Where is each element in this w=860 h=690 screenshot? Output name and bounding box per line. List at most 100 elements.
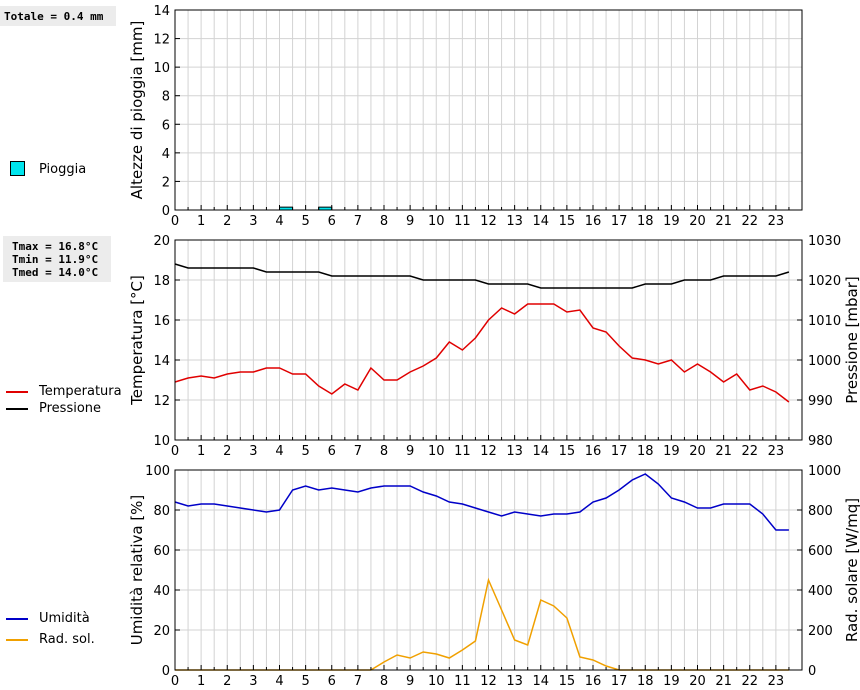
- y-tick-label: 12: [153, 33, 170, 48]
- y-right-tick-label: 600: [808, 544, 833, 559]
- y-tick-label: 2: [162, 175, 170, 190]
- x-tick-label: 10: [428, 444, 445, 459]
- x-tick-label: 6: [328, 214, 336, 229]
- x-tick-label: 7: [354, 674, 362, 689]
- x-tick-label: 8: [380, 214, 388, 229]
- x-tick-label: 5: [301, 214, 309, 229]
- x-tick-label: 19: [663, 444, 680, 459]
- y-axis-label: Altezze di pioggia [mm]: [128, 21, 146, 200]
- x-tick-label: 12: [480, 444, 497, 459]
- x-tick-label: 16: [585, 444, 602, 459]
- y-right-tick-label: 990: [808, 394, 833, 409]
- x-tick-label: 20: [689, 214, 706, 229]
- x-tick-label: 6: [328, 674, 336, 689]
- x-tick-label: 19: [663, 674, 680, 689]
- y-tick-label: 12: [153, 394, 170, 409]
- x-tick-label: 22: [741, 214, 758, 229]
- x-tick-label: 6: [328, 444, 336, 459]
- x-tick-label: 0: [171, 214, 179, 229]
- x-tick-label: 7: [354, 214, 362, 229]
- y-right-axis-label: Pressione [mbar]: [843, 276, 860, 404]
- y-tick-label: 80: [153, 504, 170, 519]
- x-tick-label: 23: [768, 214, 785, 229]
- y-axis-label: Temperatura [°C]: [128, 275, 146, 406]
- rain-chart: 0 1 2 3 4 5 6 7 8 9 10 11 12 13 14 15 16 17 18 19 20 21 22 2302…: [128, 4, 803, 229]
- x-tick-label: 8: [380, 674, 388, 689]
- y-tick-label: 60: [153, 544, 170, 559]
- x-tick-label: 22: [741, 674, 758, 689]
- x-tick-label: 18: [637, 674, 654, 689]
- x-tick-label: 5: [301, 444, 309, 459]
- y-axis-label: Umidità relativa [%]: [128, 495, 146, 646]
- x-tick-label: 2: [223, 444, 231, 459]
- x-tick-label: 0: [171, 674, 179, 689]
- x-tick-label: 3: [249, 674, 257, 689]
- x-tick-label: 1: [197, 444, 205, 459]
- x-tick-label: 10: [428, 674, 445, 689]
- x-tick-label: 2: [223, 674, 231, 689]
- pressure-line: [174, 263, 790, 289]
- y-tick-label: 6: [162, 118, 170, 133]
- tmin-text: Tmin = 11.9°C: [12, 253, 99, 266]
- x-tick-label: 11: [454, 444, 471, 459]
- x-tick-label: 20: [689, 674, 706, 689]
- temperature-pressure-chart: 0 1 2 3 4 5 6 7 8 9 10 11 12 13 14 15 16 17 18 19 20 21 22 2310…: [128, 234, 860, 459]
- x-tick-label: 17: [611, 444, 628, 459]
- radiation-legend-label: Rad. sol.: [39, 632, 95, 647]
- y-tick-label: 20: [153, 624, 170, 639]
- x-tick-label: 7: [354, 444, 362, 459]
- humidity-radiation-chart: 0 1 2 3 4 5 6 7 8 9 10 11 12 13 14 15 16 17 18 19 20 21 22 2302…: [128, 464, 860, 689]
- x-tick-label: 4: [275, 674, 283, 689]
- y-right-tick-label: 1020: [808, 274, 841, 289]
- rain-total-text: Totale = 0.4 mm: [4, 10, 104, 23]
- y-tick-label: 20: [153, 234, 170, 249]
- y-tick-label: 4: [162, 147, 170, 162]
- temperature-legend-line: [6, 391, 28, 393]
- y-right-tick-label: 0: [808, 664, 816, 679]
- x-tick-label: 11: [454, 674, 471, 689]
- x-tick-label: 1: [197, 214, 205, 229]
- x-tick-label: 14: [532, 674, 549, 689]
- x-tick-label: 1: [197, 674, 205, 689]
- temperature-legend-label: Temperatura: [39, 384, 122, 399]
- x-tick-label: 21: [715, 214, 732, 229]
- temperature-line: [174, 303, 790, 403]
- x-tick-label: 18: [637, 214, 654, 229]
- x-tick-label: 3: [249, 214, 257, 229]
- pressure-legend-label: Pressione: [39, 401, 102, 416]
- x-tick-label: 5: [301, 674, 309, 689]
- x-tick-label: 23: [768, 444, 785, 459]
- pressure-legend-line: [6, 408, 28, 410]
- y-right-tick-label: 980: [808, 434, 833, 449]
- x-tick-label: 14: [532, 214, 549, 229]
- rain-total-box: Totale = 0.4 mm: [0, 6, 116, 26]
- x-tick-label: 4: [275, 444, 283, 459]
- y-right-axis-label: Rad. solare [W/mq]: [843, 498, 860, 642]
- x-tick-label: 10: [428, 214, 445, 229]
- x-tick-label: 23: [768, 674, 785, 689]
- y-right-tick-label: 1010: [808, 314, 841, 329]
- x-tick-label: 2: [223, 214, 231, 229]
- x-tick-label: 12: [480, 674, 497, 689]
- x-tick-label: 21: [715, 674, 732, 689]
- x-tick-label: 14: [532, 444, 549, 459]
- y-right-tick-label: 800: [808, 504, 833, 519]
- y-tick-label: 8: [162, 90, 170, 105]
- x-tick-label: 9: [406, 444, 414, 459]
- x-tick-label: 9: [406, 674, 414, 689]
- x-tick-label: 15: [559, 444, 576, 459]
- y-right-tick-label: 1030: [808, 234, 841, 249]
- y-tick-label: 0: [162, 664, 170, 679]
- y-tick-label: 14: [153, 354, 170, 369]
- y-tick-label: 16: [153, 314, 170, 329]
- radiation-legend-line: [6, 639, 28, 641]
- x-tick-label: 9: [406, 214, 414, 229]
- y-right-tick-label: 400: [808, 584, 833, 599]
- x-tick-label: 4: [275, 214, 283, 229]
- x-tick-label: 18: [637, 444, 654, 459]
- humidity-line: [174, 473, 789, 531]
- x-tick-label: 17: [611, 674, 628, 689]
- y-tick-label: 10: [153, 61, 170, 76]
- x-tick-label: 3: [249, 444, 257, 459]
- x-tick-label: 20: [689, 444, 706, 459]
